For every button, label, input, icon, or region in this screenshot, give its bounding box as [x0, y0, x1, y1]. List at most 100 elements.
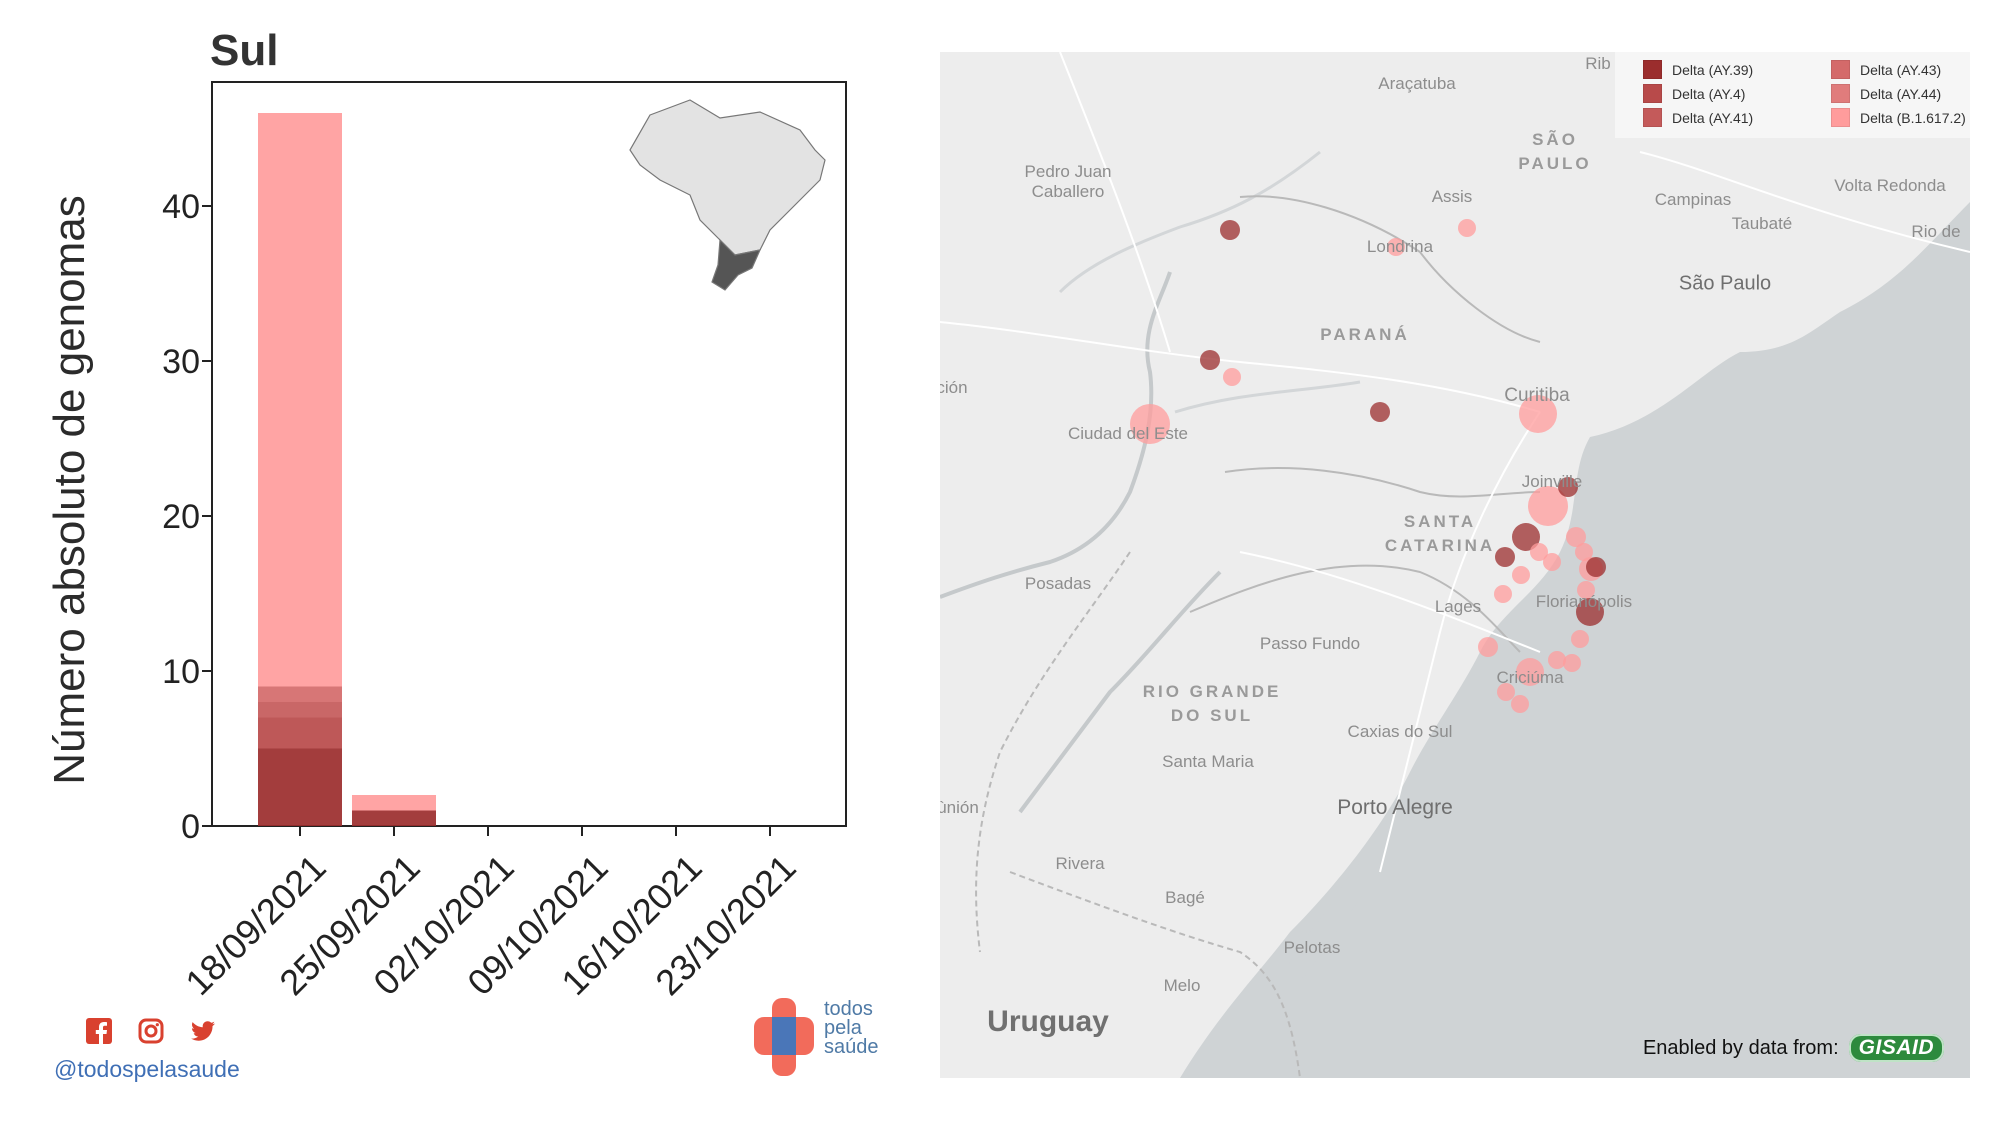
roads [940, 52, 1970, 873]
lagoon [1289, 812, 1404, 980]
genome-marker[interactable] [1512, 566, 1530, 584]
map-panel[interactable]: Araçatuba Rib SÃO PAULO Pedro Juan Caballe… [940, 52, 1970, 1078]
map-label-passo-fundo: Passo Fundo [1259, 634, 1361, 653]
y-tick-label: 20 [162, 498, 200, 536]
legend-item: Delta (AY.39) [1643, 60, 1753, 79]
genome-marker[interactable] [1387, 238, 1405, 256]
map-label-taubate: Taubaté [1731, 214, 1793, 233]
map-label-volta-redonda: Volta Redonda [1834, 176, 1946, 195]
map-label-ribeirao: Rib [1585, 54, 1611, 73]
map-label-posadas: Posadas [1024, 574, 1092, 593]
bar-segment [258, 717, 342, 749]
plot-frame [211, 81, 847, 827]
bar-segment [258, 702, 342, 718]
map-label-parana: PARANÁ [1320, 325, 1410, 344]
legend-swatch [1831, 108, 1850, 127]
todos-pela-saude-logo: todos pela saúde [754, 998, 879, 1076]
gisaid-logo[interactable]: GISAID [1848, 1034, 1944, 1062]
map-label-bage: Bagé [1165, 888, 1205, 907]
genome-marker[interactable] [1577, 581, 1595, 599]
genome-marker[interactable] [1512, 523, 1540, 551]
map-label-pedro-juan: Pedro Juan Caballero [1024, 162, 1112, 201]
legend-item: Delta (B.1.617.2) [1831, 108, 1966, 127]
genome-marker[interactable] [1576, 598, 1604, 626]
legend-item: Delta (AY.41) [1643, 108, 1753, 127]
map-label-criciuma: Criciúma [1496, 668, 1564, 687]
genome-marker[interactable] [1497, 683, 1515, 701]
map-label-melo: Melo [1163, 976, 1201, 995]
legend-swatch [1643, 108, 1662, 127]
genome-marker[interactable] [1223, 368, 1241, 386]
legend-swatch [1643, 60, 1662, 79]
genome-marker[interactable] [1543, 553, 1561, 571]
legend-swatch [1643, 84, 1662, 103]
map-label-assis: Assis [1431, 187, 1473, 206]
inset-region [711, 238, 762, 291]
road [1379, 411, 1541, 873]
border-sc-rs [1189, 564, 1521, 653]
river-upper [1058, 150, 1321, 294]
instagram-icon[interactable] [138, 1018, 164, 1044]
y-tick-label: 10 [162, 653, 200, 691]
legend-item: Delta (AY.44) [1831, 84, 1941, 103]
genome-marker[interactable] [1220, 220, 1240, 240]
border-country [975, 551, 1131, 953]
y-tick-label: 0 [181, 808, 200, 846]
map-canvas[interactable] [940, 52, 1970, 1078]
genome-marker[interactable] [1370, 402, 1390, 422]
map-label-rivera: Rivera [1055, 854, 1105, 873]
legend-item: Delta (AY.4) [1643, 84, 1745, 103]
river-uruguay [1018, 570, 1222, 814]
road [940, 321, 1541, 413]
map-label-curitiba: Curitiba [1504, 385, 1570, 406]
logo-line-2: pela [824, 1017, 862, 1039]
legend-item: Delta (AY.43) [1831, 60, 1941, 79]
genome-marker[interactable] [1563, 654, 1581, 672]
genome-marker[interactable] [1495, 547, 1515, 567]
legend-label: Delta (AY.43) [1860, 61, 1942, 78]
map-label-sao-paulo-city: São Paulo [1678, 272, 1772, 295]
legend-label: Delta (AY.44) [1860, 85, 1942, 102]
genome-marker[interactable] [1558, 477, 1578, 497]
inset-region [629, 99, 826, 256]
genome-marker[interactable] [1130, 404, 1170, 444]
data-credit: Enabled by data from: GISAID [1643, 1034, 1944, 1062]
genome-marker[interactable] [1566, 527, 1586, 547]
legend-label: Delta (AY.4) [1672, 85, 1746, 102]
logo-line-3: saúde [824, 1036, 879, 1058]
brazil-inset-map [629, 99, 826, 291]
genome-marker[interactable] [1519, 395, 1557, 433]
genome-marker[interactable] [1516, 658, 1544, 686]
social-handle[interactable]: @todospelasaude [54, 1056, 240, 1082]
facebook-icon[interactable] [86, 1018, 112, 1044]
bar-segment [258, 748, 342, 826]
road [1059, 52, 1171, 353]
map-label-sao-paulo-state: SÃO PAULO [1518, 130, 1592, 173]
genome-marker[interactable] [1575, 543, 1593, 561]
genome-marker[interactable] [1530, 543, 1548, 561]
twitter-icon[interactable] [190, 1018, 216, 1044]
map-label-aracatuba: Araçatuba [1378, 74, 1456, 93]
genome-marker[interactable] [1528, 486, 1568, 526]
y-tick-label: 30 [162, 343, 200, 381]
map-label-santa-catarina: SANTA CATARINA [1384, 512, 1496, 555]
logo-text: todos pela saúde [824, 999, 879, 1058]
genome-marker[interactable] [1548, 651, 1566, 669]
bar-segment [258, 686, 342, 702]
map-legend: Delta (AY.39) Delta (AY.43) Delta (AY.4)… [1615, 52, 1970, 138]
genome-marker[interactable] [1494, 585, 1512, 603]
genome-marker[interactable] [1478, 637, 1498, 657]
bar-segment [258, 113, 342, 687]
road [1639, 151, 1970, 253]
genome-marker[interactable] [1571, 630, 1589, 648]
legend-swatch [1831, 60, 1850, 79]
genome-marker[interactable] [1200, 350, 1220, 370]
genome-marker[interactable] [1586, 557, 1606, 577]
genome-marker[interactable] [1458, 219, 1476, 237]
map-label-campinas: Campinas [1654, 190, 1732, 209]
border-pr-sc [1224, 467, 1541, 498]
map-label-ciudad-del-este: Ciudad del Este [1067, 424, 1189, 443]
legend-label: Delta (B.1.617.2) [1860, 109, 1966, 126]
genome-marker[interactable] [1511, 695, 1529, 713]
border-sp-pr [1239, 195, 1541, 343]
